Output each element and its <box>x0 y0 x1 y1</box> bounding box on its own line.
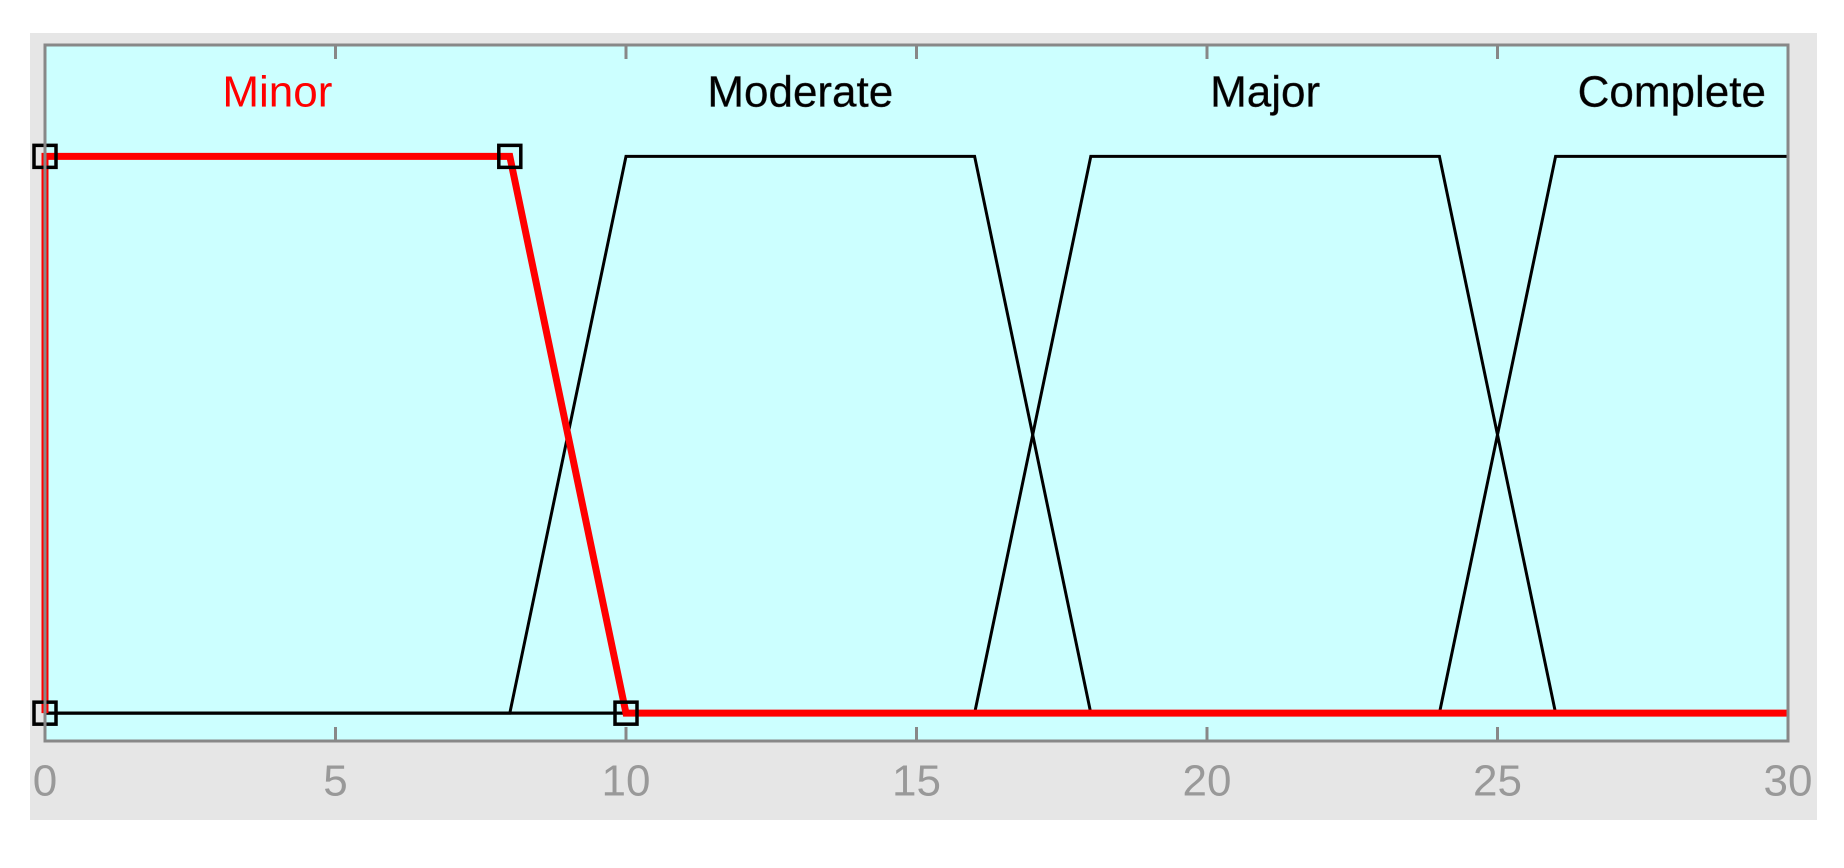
plot-area <box>45 45 1788 741</box>
x-tick-label: 30 <box>1764 757 1813 806</box>
x-tick-label: 25 <box>1473 757 1522 806</box>
vertex-handle <box>613 700 639 726</box>
x-tick-label: 20 <box>1183 757 1232 806</box>
axes-frame <box>43 43 1790 743</box>
legend-label: Minor <box>222 68 332 117</box>
legend-label: Complete <box>1578 68 1766 117</box>
x-tick-label: 10 <box>602 757 651 806</box>
legend-label: Major <box>1210 68 1320 117</box>
legend-label: Moderate <box>707 68 893 117</box>
x-tick-label: 0 <box>33 757 57 806</box>
x-tick-label: 5 <box>323 757 347 806</box>
x-tick-label: 15 <box>892 757 941 806</box>
vertex-handle <box>497 143 523 170</box>
